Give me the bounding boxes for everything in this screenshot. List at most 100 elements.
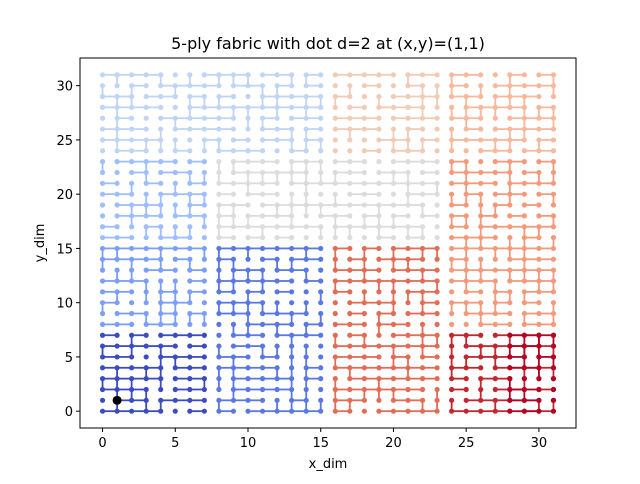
series-point <box>405 397 411 403</box>
series-point <box>507 289 513 295</box>
series-point <box>463 72 469 78</box>
series-point <box>463 332 469 338</box>
series-point <box>99 126 106 132</box>
series-point <box>259 310 266 317</box>
series-point <box>550 202 557 208</box>
series-point <box>536 126 542 132</box>
series-point <box>216 104 222 110</box>
series-point <box>449 321 455 327</box>
series-point <box>536 332 542 338</box>
series-point <box>318 354 324 360</box>
series-point <box>492 126 498 132</box>
series-point <box>361 234 367 241</box>
series-point <box>478 376 484 382</box>
series-point <box>129 126 135 132</box>
series-point <box>347 310 353 317</box>
series-point <box>405 202 411 208</box>
series-point <box>463 180 469 186</box>
series-point <box>449 310 455 317</box>
series-point <box>303 93 309 100</box>
series-point <box>303 397 309 403</box>
series-point <box>419 137 426 143</box>
series-point <box>114 278 120 284</box>
series-point <box>405 126 411 132</box>
series-point <box>507 213 513 219</box>
series-point <box>347 137 353 143</box>
series-point <box>216 343 222 349</box>
series-point <box>376 267 382 273</box>
series-point <box>289 245 295 252</box>
series-point <box>187 289 193 295</box>
series-point <box>259 376 266 382</box>
series-point <box>376 159 382 165</box>
series-point <box>245 267 251 273</box>
series-point <box>318 93 324 100</box>
series-point <box>318 137 324 143</box>
series-point <box>449 365 455 371</box>
series-point <box>187 83 193 89</box>
series-point <box>172 115 178 121</box>
series-point <box>259 267 266 273</box>
series-point <box>507 267 513 273</box>
series-point <box>449 300 455 306</box>
series-point <box>187 397 193 403</box>
series-point <box>521 397 527 403</box>
series-point <box>550 386 557 393</box>
series-point <box>478 386 484 393</box>
series-point <box>332 267 338 273</box>
series-point <box>376 354 382 360</box>
series-point <box>158 104 164 110</box>
series-point <box>434 343 440 349</box>
series-point <box>114 321 120 327</box>
series-point <box>129 365 135 371</box>
series-point <box>434 137 440 143</box>
series-group <box>507 332 557 414</box>
series-point <box>361 256 367 262</box>
series-point <box>550 104 557 110</box>
series-point <box>129 278 135 284</box>
series-point <box>129 83 135 89</box>
series-point <box>405 408 411 414</box>
series-point <box>216 245 222 252</box>
series-point <box>259 332 266 338</box>
series-point <box>143 72 149 78</box>
series-point <box>158 397 164 403</box>
series-point <box>536 278 542 284</box>
series-point <box>99 191 106 197</box>
series-point <box>405 267 411 273</box>
series-point <box>114 104 120 110</box>
series-point <box>99 289 106 295</box>
series-point <box>99 115 106 121</box>
series-point <box>449 213 455 219</box>
series-point <box>99 256 106 262</box>
series-point <box>478 343 484 349</box>
series-point <box>99 148 106 154</box>
series-point <box>274 256 280 262</box>
series-point <box>274 137 280 143</box>
series-point <box>259 289 266 295</box>
series-point <box>216 365 222 371</box>
series-point <box>376 343 382 349</box>
series-point <box>99 202 106 208</box>
series-point <box>478 321 484 327</box>
series-point <box>332 191 338 197</box>
series-point <box>550 256 557 262</box>
series-point <box>347 93 353 100</box>
series-point <box>274 115 280 121</box>
series-point <box>99 310 106 317</box>
series-point <box>158 386 164 393</box>
series-point <box>274 93 280 100</box>
series-point <box>259 321 266 327</box>
series-point <box>463 224 469 230</box>
series-point <box>536 234 542 241</box>
series-point <box>201 245 207 252</box>
series-point <box>99 386 106 393</box>
series-point <box>376 93 382 100</box>
series-point <box>419 202 426 208</box>
series-point <box>274 278 280 284</box>
series-point <box>492 213 498 219</box>
series-point <box>274 202 280 208</box>
series-point <box>187 365 193 371</box>
series-point <box>143 386 149 393</box>
y-axis-label: y_dim <box>33 224 48 263</box>
